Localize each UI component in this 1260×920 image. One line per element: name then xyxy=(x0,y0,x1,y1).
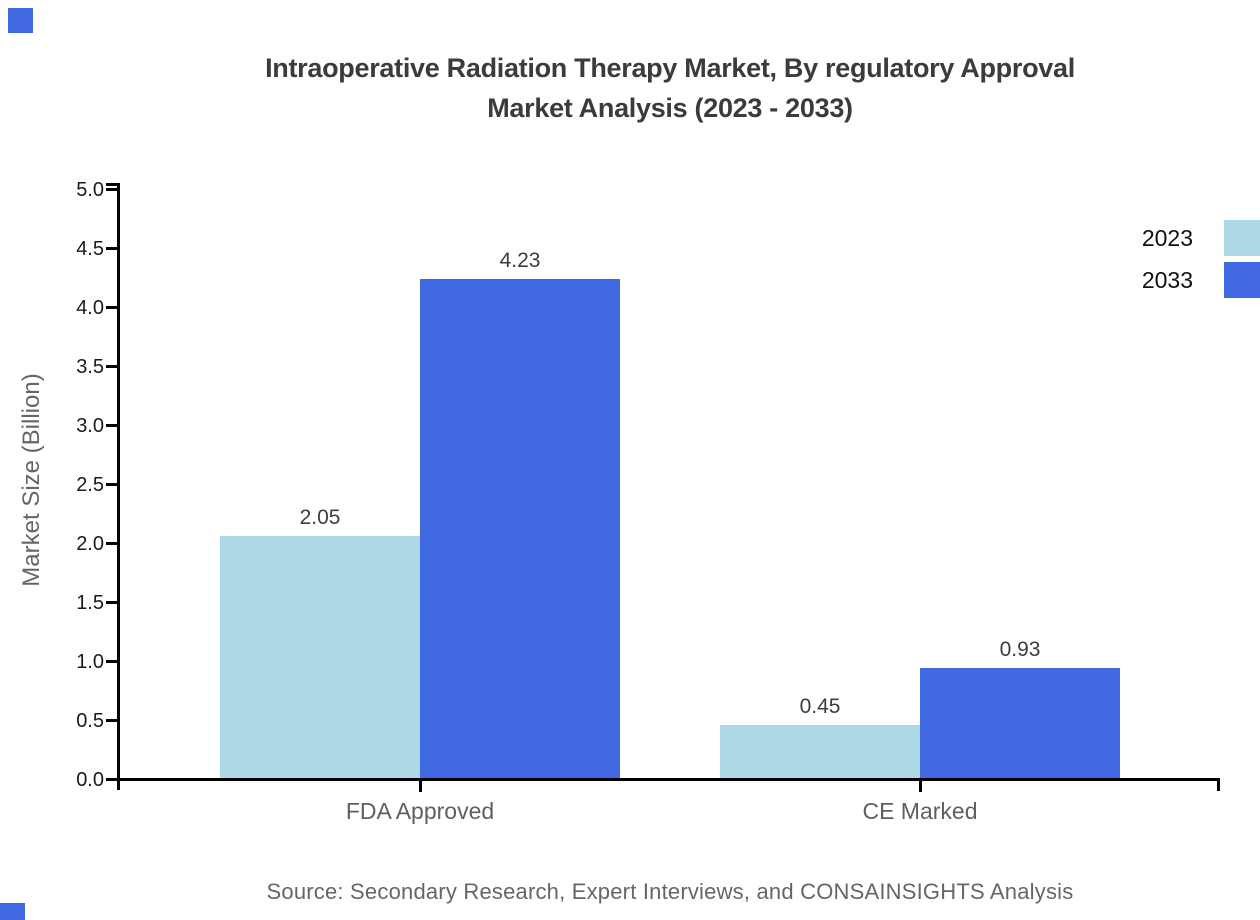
corner-mark-bottom-left xyxy=(0,903,25,920)
y-tick xyxy=(106,483,118,486)
y-tick xyxy=(106,778,118,781)
bar-2033-ce-marked xyxy=(920,668,1120,778)
y-tick-label: 5.0 xyxy=(76,178,104,201)
x-axis-end-tick xyxy=(1217,778,1220,791)
y-axis-cap-tick xyxy=(106,183,118,186)
legend-label-2023: 2023 xyxy=(1141,224,1193,251)
legend-label-2033: 2033 xyxy=(1141,266,1193,293)
bar-value-label-2033-ce-marked: 0.93 xyxy=(999,638,1041,662)
y-tick-label: 2.5 xyxy=(76,473,104,496)
y-tick xyxy=(106,542,118,545)
category-label-ce-marked: CE Marked xyxy=(862,798,978,824)
y-tick xyxy=(106,306,118,309)
y-tick-label: 4.0 xyxy=(76,296,104,319)
y-tick xyxy=(106,247,118,250)
bar-value-label-2023-ce-marked: 0.45 xyxy=(799,694,841,718)
y-tick-label: 1.0 xyxy=(76,650,104,673)
legend-swatch-2033 xyxy=(1224,262,1260,298)
chart-title-line2: Market Analysis (2023 - 2033) xyxy=(487,93,853,123)
y-tick-label: 2.0 xyxy=(76,532,104,555)
x-tick-fda-approved xyxy=(418,781,422,792)
bar-2023-ce-marked xyxy=(720,724,920,778)
y-tick-label: 4.5 xyxy=(76,237,104,260)
y-tick-label: 1.5 xyxy=(76,591,104,614)
source-attribution: Source: Secondary Research, Expert Inter… xyxy=(266,879,1074,904)
bar-2023-fda-approved xyxy=(220,536,420,778)
chart-title: Intraoperative Radiation Therapy Market,… xyxy=(70,48,1260,128)
legend-swatch-2023 xyxy=(1224,220,1260,256)
x-tick-ce-marked xyxy=(918,781,922,792)
category-label-fda-approved: FDA Approved xyxy=(345,798,495,824)
x-axis-line xyxy=(117,778,1220,781)
y-tick xyxy=(106,660,118,663)
bar-value-label-2023-fda-approved: 2.05 xyxy=(299,506,341,530)
chart-title-line1: Intraoperative Radiation Therapy Market,… xyxy=(265,53,1075,83)
y-tick xyxy=(106,719,118,722)
y-tick xyxy=(106,365,118,368)
y-axis-line xyxy=(117,183,120,790)
corner-mark-top-left xyxy=(8,8,33,33)
y-tick xyxy=(106,188,118,191)
y-tick-label: 3.0 xyxy=(76,414,104,437)
legend-item-2023: 2023 xyxy=(1103,220,1260,256)
y-tick-label: 0.0 xyxy=(76,768,104,791)
y-tick-label: 0.5 xyxy=(76,709,104,732)
bar-value-label-2033-fda-approved: 4.23 xyxy=(499,248,541,272)
legend-item-2033: 2033 xyxy=(1103,262,1260,298)
y-tick-label: 3.5 xyxy=(76,355,104,378)
y-tick xyxy=(106,424,118,427)
y-tick xyxy=(106,601,118,604)
bar-2033-fda-approved xyxy=(420,278,620,778)
